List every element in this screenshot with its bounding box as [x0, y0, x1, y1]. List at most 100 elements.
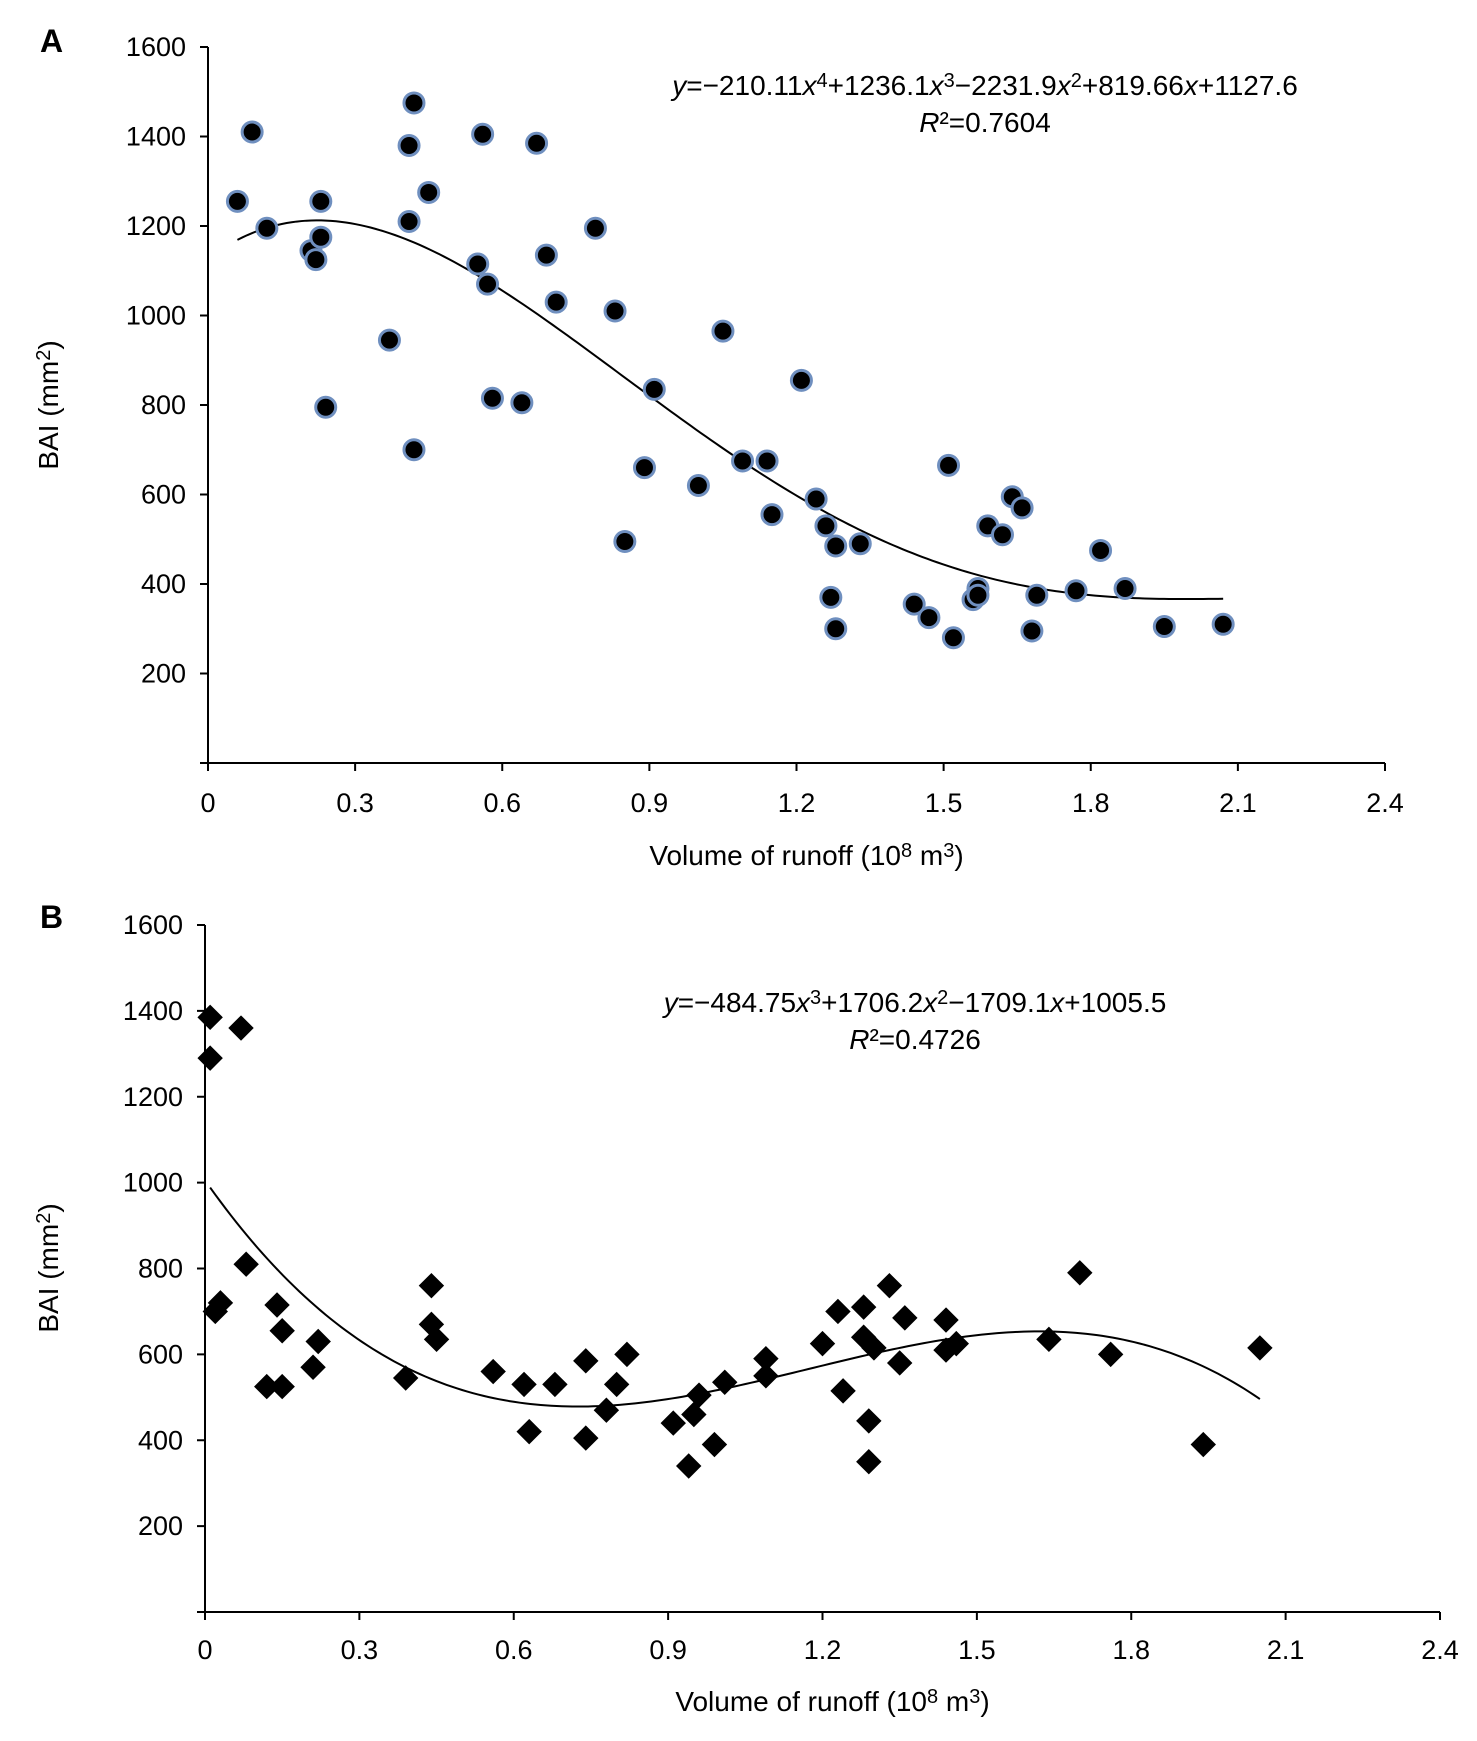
- y-axis-title-part: BAI (mm: [33, 1224, 64, 1333]
- x-axis-title-part: Volume of runoff (10: [649, 840, 901, 871]
- data-point: [1010, 496, 1034, 520]
- y-tick-label: 200: [138, 1511, 183, 1541]
- x-tick-label: 0.9: [631, 788, 669, 818]
- x-tick-label: 0.3: [336, 788, 374, 818]
- data-point: [300, 1354, 326, 1380]
- x-axis-title-part: 8: [901, 840, 912, 862]
- data-point: [1211, 612, 1235, 636]
- data-point: [990, 523, 1014, 547]
- text-run: R: [919, 107, 939, 138]
- y-tick-label: 1400: [123, 996, 183, 1026]
- data-point: [902, 592, 926, 616]
- panel-label: A: [40, 23, 63, 59]
- data-point: [269, 1373, 295, 1400]
- x-tick-label: 2.1: [1267, 1635, 1305, 1665]
- data-point: [1036, 1326, 1062, 1353]
- x-axis-title-part: 8: [927, 1686, 938, 1708]
- data-point: [480, 386, 504, 410]
- data-point: [814, 514, 838, 538]
- text-run: 3: [810, 987, 821, 1009]
- data-point: [573, 1348, 599, 1374]
- data-point: [937, 453, 961, 477]
- x-axis-title-part: 3: [969, 1686, 980, 1708]
- data-point: [573, 1425, 599, 1451]
- x-axis-title-part: 3: [943, 840, 954, 862]
- data-point: [886, 1350, 913, 1376]
- data-point: [417, 180, 441, 204]
- data-point: [466, 252, 490, 276]
- x-tick-label: 0.9: [649, 1635, 687, 1665]
- data-point: [1190, 1431, 1216, 1458]
- data-point: [711, 319, 735, 343]
- data-point: [1067, 1260, 1093, 1286]
- x-axis-title-part: m: [938, 1686, 969, 1717]
- data-point: [480, 1358, 506, 1385]
- fit-equation: y=−210.11x4+1236.1x3−2231.9x2+819.66x+11…: [670, 70, 1298, 101]
- data-point: [848, 532, 872, 556]
- data-point: [418, 1272, 445, 1299]
- text-run: =−210.11: [686, 70, 802, 101]
- text-run: 2: [1071, 70, 1082, 92]
- text-run: x: [794, 987, 811, 1018]
- data-point: [1025, 583, 1049, 607]
- text-run: x: [928, 70, 945, 101]
- text-run: +819.66: [1082, 70, 1184, 101]
- y-tick-label: 600: [138, 1339, 183, 1369]
- x-axis-title-part: Volume of runoff (10: [675, 1686, 927, 1717]
- data-point: [804, 487, 828, 511]
- text-run: y: [670, 70, 688, 101]
- r-squared: R²=0.4726: [849, 1024, 981, 1055]
- y-tick-label: 200: [141, 659, 186, 689]
- x-axis-title-part: ): [980, 1686, 989, 1717]
- r-squared: R²=0.7604: [919, 107, 1051, 138]
- data-point: [402, 438, 426, 462]
- data-point: [876, 1272, 903, 1299]
- text-run: x: [1048, 987, 1065, 1018]
- data-point: [603, 299, 627, 323]
- x-axis-title-part: ): [954, 840, 963, 871]
- text-run: x: [1182, 70, 1199, 101]
- text-run: R: [849, 1024, 869, 1055]
- data-point: [660, 1410, 686, 1436]
- text-run: ²=0.4726: [869, 1024, 980, 1055]
- data-point: [917, 606, 941, 630]
- data-point: [603, 1371, 630, 1398]
- data-point: [825, 1298, 851, 1325]
- data-point: [933, 1307, 959, 1333]
- data-point: [613, 529, 637, 553]
- y-axis-title-part: 2: [33, 1213, 55, 1224]
- y-axis-title: BAI (mm2): [33, 1203, 64, 1332]
- x-tick-label: 2.1: [1219, 788, 1257, 818]
- data-point: [240, 120, 264, 144]
- x-axis-title: Volume of runoff (108 m3): [675, 1686, 989, 1717]
- data-point: [397, 133, 421, 157]
- data-point: [377, 328, 401, 352]
- data-point: [544, 290, 568, 314]
- data-point: [856, 1408, 882, 1434]
- data-point: [760, 503, 784, 527]
- data-point: [731, 449, 755, 473]
- data-point: [314, 395, 338, 419]
- data-point: [824, 534, 848, 558]
- x-tick-label: 1.8: [1072, 788, 1110, 818]
- data-point: [471, 122, 495, 146]
- trend-line: [236, 219, 1224, 601]
- data-point: [686, 1382, 712, 1408]
- text-run: 2: [937, 987, 948, 1009]
- data-point: [397, 210, 421, 234]
- data-point: [269, 1318, 295, 1344]
- text-run: ²=0.7604: [939, 107, 1050, 138]
- text-run: x: [800, 70, 817, 101]
- text-run: +1706.2: [821, 987, 923, 1018]
- y-tick-label: 1200: [123, 1082, 183, 1112]
- y-tick-label: 1600: [126, 32, 186, 62]
- data-point: [753, 1363, 779, 1389]
- x-tick-label: 1.8: [1112, 1635, 1150, 1665]
- data-point: [819, 585, 843, 609]
- data-point: [305, 1328, 331, 1355]
- x-tick-label: 2.4: [1366, 788, 1404, 818]
- text-run: −2231.9: [955, 70, 1057, 101]
- y-tick-label: 1000: [126, 301, 186, 331]
- data-point: [1089, 538, 1113, 562]
